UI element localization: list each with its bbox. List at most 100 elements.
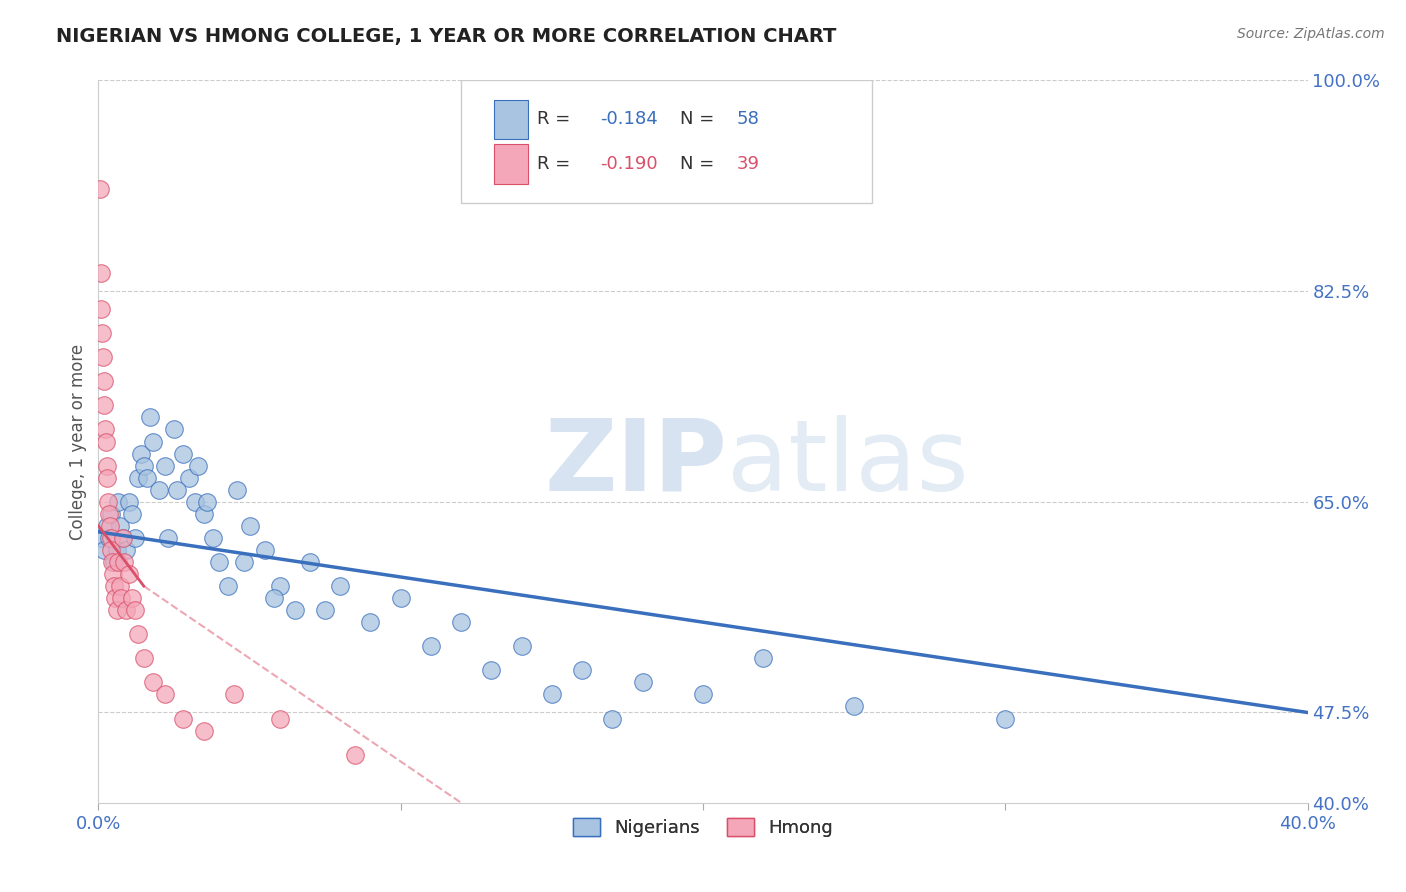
Point: [105, 603, 128, 617]
Text: atlas: atlas: [727, 415, 969, 512]
Point: [91, 350, 114, 364]
Point: [93, 542, 115, 557]
Point: [98, 507, 121, 521]
Point: [135, 471, 157, 485]
Point: [105, 542, 128, 557]
Point: [510, 639, 533, 653]
Point: [994, 712, 1017, 726]
Point: [299, 555, 322, 569]
Point: [752, 651, 775, 665]
Point: [172, 712, 194, 726]
Text: NIGERIAN VS HMONG COLLEGE, 1 YEAR OR MORE CORRELATION CHART: NIGERIAN VS HMONG COLLEGE, 1 YEAR OR MOR…: [56, 27, 837, 45]
Point: [97, 494, 120, 508]
Point: [111, 531, 134, 545]
Point: [263, 591, 285, 605]
Point: [193, 723, 215, 738]
Point: [232, 555, 254, 569]
Point: [208, 555, 231, 569]
Point: [96, 519, 118, 533]
Point: [90, 266, 112, 280]
FancyBboxPatch shape: [461, 80, 872, 203]
Text: R =: R =: [537, 155, 576, 173]
Point: [101, 567, 124, 582]
Point: [98, 519, 121, 533]
Point: [344, 747, 367, 762]
Point: [142, 434, 165, 449]
Text: 58: 58: [737, 111, 759, 128]
Point: [108, 579, 131, 593]
Point: [450, 615, 472, 630]
Text: Source: ZipAtlas.com: Source: ZipAtlas.com: [1237, 27, 1385, 41]
Point: [90, 301, 112, 317]
Point: [91, 326, 114, 341]
Point: [389, 591, 412, 605]
Point: [224, 687, 246, 701]
FancyBboxPatch shape: [494, 145, 527, 184]
Point: [127, 627, 149, 641]
Legend: Nigerians, Hmong: Nigerians, Hmong: [565, 811, 841, 845]
Point: [114, 603, 136, 617]
Point: [195, 494, 218, 508]
Point: [187, 458, 209, 473]
Point: [118, 567, 141, 582]
Point: [107, 494, 129, 508]
Point: [269, 579, 291, 593]
Point: [94, 423, 117, 437]
Point: [98, 531, 121, 545]
Point: [93, 398, 115, 412]
Point: [93, 375, 115, 389]
Point: [329, 579, 352, 593]
Point: [90, 531, 112, 545]
Point: [163, 423, 186, 437]
Point: [156, 531, 179, 545]
Point: [110, 591, 132, 605]
Text: R =: R =: [537, 111, 576, 128]
Point: [631, 675, 654, 690]
Point: [121, 507, 143, 521]
Point: [100, 531, 122, 545]
Point: [184, 494, 207, 508]
Point: [111, 531, 134, 545]
Point: [314, 603, 336, 617]
Point: [602, 712, 624, 726]
Point: [129, 446, 152, 460]
Point: [100, 542, 122, 557]
Point: [118, 494, 141, 508]
Point: [132, 458, 155, 473]
Text: ZIP: ZIP: [544, 415, 727, 512]
Text: -0.190: -0.190: [600, 155, 658, 173]
Point: [540, 687, 562, 701]
Point: [217, 579, 239, 593]
Point: [112, 555, 135, 569]
Point: [148, 483, 170, 497]
Point: [96, 458, 118, 473]
Point: [139, 410, 162, 425]
Point: [202, 531, 225, 545]
Point: [103, 579, 125, 593]
Point: [121, 591, 143, 605]
Point: [571, 664, 593, 678]
Point: [103, 555, 125, 569]
Point: [844, 699, 866, 714]
Point: [172, 446, 194, 460]
Point: [108, 519, 131, 533]
Point: [94, 434, 117, 449]
Point: [360, 615, 382, 630]
Point: [104, 591, 127, 605]
Y-axis label: College, 1 year or more: College, 1 year or more: [69, 343, 87, 540]
Point: [481, 664, 503, 678]
Point: [89, 181, 111, 195]
Point: [226, 483, 249, 497]
Text: -0.184: -0.184: [600, 111, 658, 128]
Point: [253, 542, 276, 557]
Text: 39: 39: [737, 155, 759, 173]
Point: [193, 507, 215, 521]
Text: N =: N =: [681, 155, 720, 173]
Point: [284, 603, 307, 617]
Point: [692, 687, 714, 701]
Point: [114, 542, 136, 557]
Point: [420, 639, 443, 653]
Point: [107, 555, 129, 569]
Point: [124, 603, 146, 617]
Point: [124, 531, 146, 545]
